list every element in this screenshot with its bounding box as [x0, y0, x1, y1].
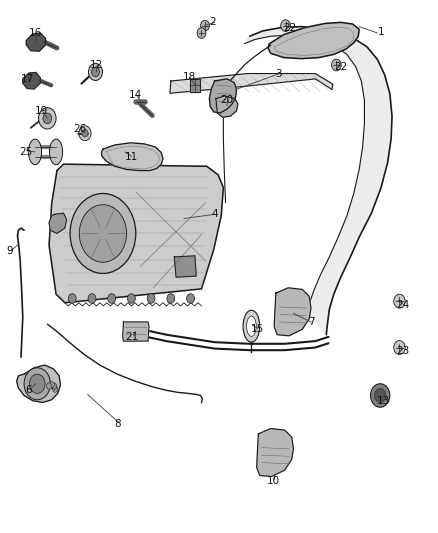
Text: 13: 13: [377, 396, 390, 406]
Polygon shape: [23, 72, 40, 89]
Polygon shape: [123, 322, 149, 341]
Circle shape: [92, 67, 99, 77]
Polygon shape: [49, 164, 223, 303]
Text: 15: 15: [251, 325, 264, 334]
Circle shape: [332, 59, 341, 71]
Text: 7: 7: [308, 318, 315, 327]
Text: 10: 10: [267, 476, 280, 486]
Circle shape: [201, 20, 209, 31]
Text: 16: 16: [29, 28, 42, 38]
Polygon shape: [268, 22, 359, 59]
Text: 20: 20: [220, 95, 233, 105]
Text: 25: 25: [19, 147, 32, 157]
Circle shape: [108, 294, 116, 303]
Circle shape: [88, 63, 102, 80]
Circle shape: [82, 130, 88, 137]
Circle shape: [281, 20, 290, 31]
Text: 24: 24: [396, 300, 410, 310]
Polygon shape: [49, 213, 67, 233]
Text: 18: 18: [183, 72, 196, 82]
Text: 11: 11: [125, 152, 138, 162]
Circle shape: [70, 193, 136, 273]
Ellipse shape: [243, 310, 260, 342]
Text: 2: 2: [209, 18, 216, 27]
Circle shape: [394, 294, 405, 308]
Circle shape: [43, 113, 52, 124]
Circle shape: [29, 374, 45, 393]
Polygon shape: [209, 79, 237, 113]
Text: 22: 22: [334, 62, 347, 71]
Circle shape: [371, 384, 390, 407]
Circle shape: [68, 294, 76, 303]
Text: 21: 21: [126, 332, 139, 342]
Text: 23: 23: [396, 346, 410, 356]
Ellipse shape: [28, 139, 42, 165]
Text: 1: 1: [378, 27, 385, 37]
Polygon shape: [174, 256, 196, 277]
Circle shape: [374, 389, 386, 402]
Circle shape: [167, 294, 175, 303]
Polygon shape: [170, 74, 333, 93]
Text: 6: 6: [25, 385, 32, 395]
Ellipse shape: [247, 316, 256, 336]
Text: 9: 9: [6, 246, 13, 255]
Ellipse shape: [49, 139, 63, 165]
Polygon shape: [216, 96, 238, 117]
Text: 22: 22: [283, 23, 297, 33]
Polygon shape: [26, 33, 46, 51]
Text: 12: 12: [90, 60, 103, 70]
Polygon shape: [190, 79, 200, 92]
Text: 19: 19: [35, 106, 48, 116]
Circle shape: [147, 294, 155, 303]
Text: 14: 14: [129, 90, 142, 100]
Circle shape: [79, 205, 127, 262]
Text: 17: 17: [21, 74, 34, 84]
Circle shape: [53, 386, 58, 392]
Circle shape: [197, 28, 206, 38]
Polygon shape: [17, 365, 60, 402]
Polygon shape: [102, 143, 163, 171]
Circle shape: [187, 294, 194, 303]
Circle shape: [88, 294, 96, 303]
Circle shape: [52, 383, 57, 389]
Text: 8: 8: [114, 419, 121, 429]
Circle shape: [49, 382, 54, 388]
Polygon shape: [244, 27, 392, 335]
Circle shape: [24, 368, 50, 400]
Polygon shape: [274, 288, 311, 336]
Polygon shape: [257, 429, 293, 477]
Text: 26: 26: [73, 124, 86, 134]
Circle shape: [46, 383, 52, 389]
Text: 4: 4: [211, 209, 218, 219]
Circle shape: [79, 126, 91, 141]
Text: 3: 3: [275, 69, 282, 78]
Circle shape: [394, 341, 405, 354]
Circle shape: [127, 294, 135, 303]
Circle shape: [39, 108, 56, 129]
